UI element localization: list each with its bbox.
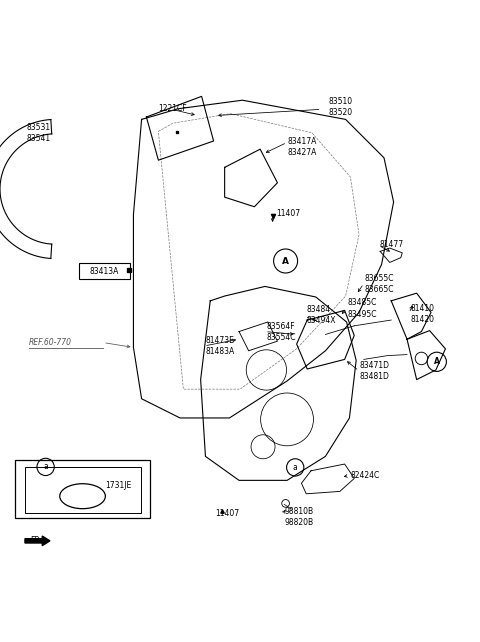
Text: 81477: 81477 (379, 239, 403, 248)
Text: 81410
81420: 81410 81420 (410, 304, 434, 324)
Text: 81473E
81483A: 81473E 81483A (205, 336, 235, 356)
Text: 83531
83541: 83531 83541 (26, 123, 50, 143)
Text: 1221CF: 1221CF (158, 105, 187, 114)
Text: 82424C: 82424C (350, 471, 380, 480)
Text: a: a (293, 463, 298, 472)
Text: 83510
83520: 83510 83520 (329, 98, 353, 117)
Text: FR.: FR. (30, 536, 42, 545)
Text: A: A (282, 257, 289, 266)
Text: REF.60-770: REF.60-770 (29, 338, 72, 347)
Text: 11407: 11407 (215, 510, 239, 519)
Text: 1731JE: 1731JE (106, 481, 132, 490)
Text: 83484
83494X: 83484 83494X (306, 305, 336, 325)
FancyBboxPatch shape (25, 467, 141, 513)
Text: 83471D
83481D: 83471D 83481D (360, 361, 390, 381)
Text: A: A (434, 358, 440, 367)
Text: 83485C
83495C: 83485C 83495C (348, 299, 377, 318)
FancyBboxPatch shape (79, 263, 130, 279)
Text: 83417A
83427A: 83417A 83427A (288, 137, 317, 157)
Text: 83564F
83554C: 83564F 83554C (266, 322, 296, 342)
Text: 98810B
98820B: 98810B 98820B (284, 507, 313, 527)
FancyBboxPatch shape (15, 460, 150, 518)
FancyArrow shape (25, 536, 50, 546)
Text: 83413A: 83413A (90, 266, 120, 275)
Text: 11407: 11407 (276, 209, 300, 218)
Text: a: a (43, 462, 48, 471)
Text: 83655C
83665C: 83655C 83665C (365, 273, 394, 293)
